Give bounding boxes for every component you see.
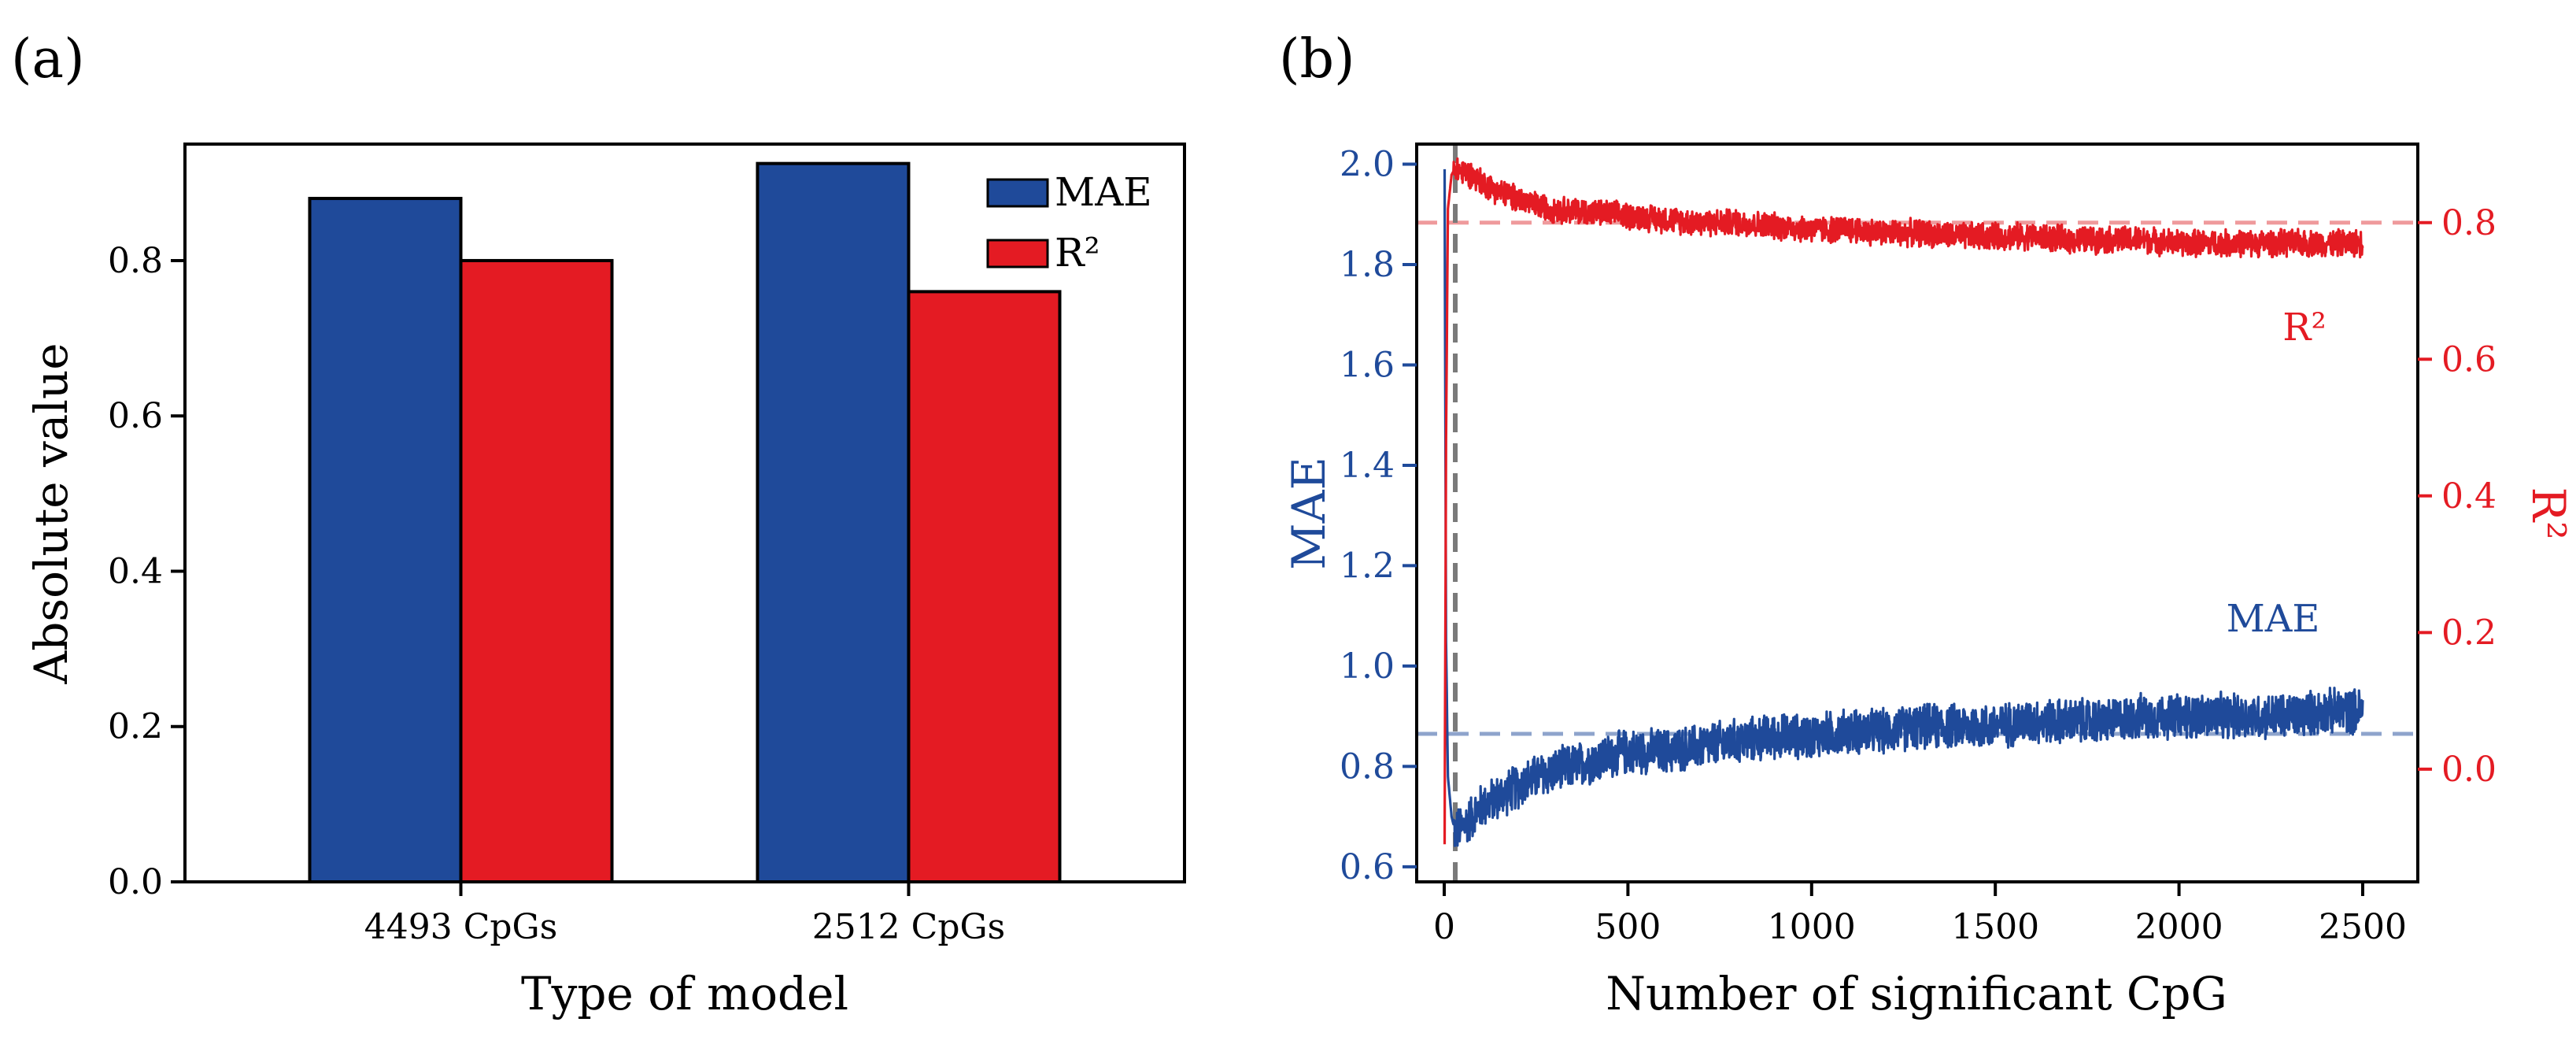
right-y-tick-label: 0.4 bbox=[2441, 476, 2497, 517]
right-y-tick-label: 0.2 bbox=[2441, 613, 2497, 653]
x-tick-label: 4493 CpGs bbox=[364, 907, 558, 947]
y-tick-label: 0.6 bbox=[108, 396, 163, 436]
panel-a-legend: MAE R² bbox=[986, 169, 1152, 276]
panel-a-label: (a) bbox=[11, 28, 85, 91]
panel-a-plot-frame bbox=[183, 143, 1186, 883]
y-tick-label: 0.4 bbox=[108, 551, 163, 591]
y-tick-label: 0.2 bbox=[108, 707, 163, 747]
y-tick-label: 0.0 bbox=[108, 862, 163, 902]
x-tick-label: 0 bbox=[1433, 907, 1455, 947]
legend-label-mae: MAE bbox=[1055, 169, 1152, 215]
right-y-tick-label: 0.6 bbox=[2441, 339, 2497, 380]
panel-a-bars bbox=[308, 161, 1062, 883]
bar-r2-2 bbox=[907, 290, 1062, 883]
panel-b-x-axis-label: Number of significant CpG bbox=[1606, 967, 2227, 1020]
legend-swatch-mae bbox=[986, 178, 1049, 208]
left-y-tick-label: 1.6 bbox=[1340, 345, 1395, 385]
panel-b-right-y-ticks: 0.0 0.2 0.4 0.6 0.8 bbox=[2418, 203, 2497, 790]
x-tick-label: 1500 bbox=[1951, 907, 2039, 947]
panel-b-series-label-mae: MAE bbox=[2227, 597, 2320, 641]
left-y-tick-label: 1.2 bbox=[1340, 546, 1395, 586]
x-tick-label: 2512 CpGs bbox=[812, 907, 1006, 947]
panel-b-left-y-ticks: 0.6 0.8 1.0 1.2 1.4 1.6 1.8 2.0 bbox=[1340, 144, 1417, 887]
mae-series-line bbox=[1443, 168, 2364, 847]
panel-b-label: (b) bbox=[1279, 28, 1355, 91]
left-y-tick-label: 0.6 bbox=[1340, 847, 1395, 887]
left-y-tick-label: 0.8 bbox=[1340, 746, 1395, 787]
panel-b-series-label-r2: R² bbox=[2282, 306, 2326, 350]
panel-a-y-ticks: 0.0 0.2 0.4 0.6 0.8 bbox=[108, 241, 185, 902]
right-y-tick-label: 0.0 bbox=[2441, 750, 2497, 790]
x-tick-label: 2000 bbox=[2135, 907, 2223, 947]
legend-swatch-r2 bbox=[986, 239, 1049, 268]
panel-a-bar-chart: (a) 0.0 0.2 0.4 0.6 0.8 4493 CpGs 2512 CpGs A… bbox=[11, 28, 1186, 1020]
legend-label-r2: R² bbox=[1055, 230, 1100, 276]
panel-b-series-lines bbox=[1443, 157, 2364, 847]
bar-r2-1 bbox=[459, 258, 614, 883]
r2-series-line bbox=[1443, 157, 2364, 845]
panel-a-x-ticks: 4493 CpGs 2512 CpGs bbox=[364, 882, 1005, 947]
y-tick-label: 0.8 bbox=[108, 241, 163, 281]
x-tick-label: 500 bbox=[1595, 907, 1661, 947]
left-y-tick-label: 1.4 bbox=[1340, 446, 1395, 486]
left-y-tick-label: 1.8 bbox=[1340, 245, 1395, 285]
panel-a-y-axis-label: Absolute value bbox=[24, 343, 78, 684]
panel-b-y-axis-label-mae: MAE bbox=[1282, 457, 1336, 570]
panel-b-y-axis-label-r2: R² bbox=[2522, 487, 2575, 540]
bar-mae-1 bbox=[308, 197, 463, 883]
x-tick-label: 1000 bbox=[1768, 907, 1856, 947]
panel-b-x-ticks: 0 500 1000 1500 2000 2500 bbox=[1433, 882, 2407, 947]
right-y-tick-label: 0.8 bbox=[2441, 203, 2497, 243]
left-y-tick-label: 1.0 bbox=[1340, 646, 1395, 687]
left-y-tick-label: 2.0 bbox=[1340, 144, 1395, 184]
x-tick-label: 2500 bbox=[2319, 907, 2407, 947]
panel-b-plot-frame bbox=[1415, 143, 2419, 883]
panel-b-line-chart: (b) 0 500 1000 1500 2000 2500 0.6 0.8 1.0 1.2 1.4… bbox=[1279, 28, 2575, 1020]
bar-mae-2 bbox=[756, 161, 911, 883]
panel-a-x-axis-label: Type of model bbox=[521, 967, 848, 1020]
